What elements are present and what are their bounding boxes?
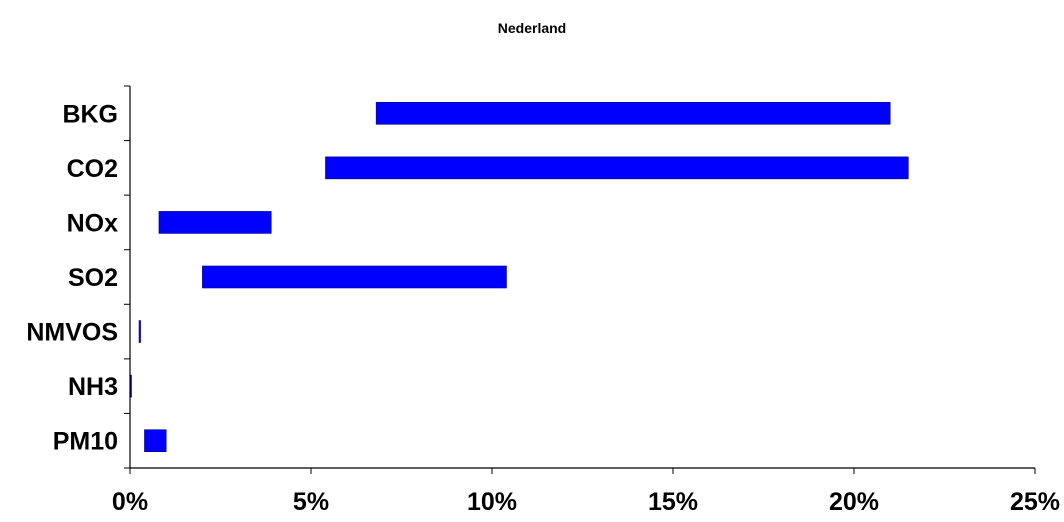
x-tick-label: 20%: [829, 488, 879, 516]
x-tick-label: 5%: [293, 488, 329, 516]
bar-pm10: [144, 429, 167, 453]
labels-layer: BKG CO2 NOx SO2 NMVOS NH3 PM10 0% 5% 10% 15% 20% 25%: [26, 100, 1060, 516]
category-label-nox: NOx: [67, 209, 119, 237]
x-tick-label: 25%: [1010, 488, 1060, 516]
bar-bkg: [375, 101, 891, 125]
bars-layer: [129, 101, 909, 453]
axes-layer: [124, 85, 1036, 474]
bar-nmvos: [138, 320, 141, 343]
category-label-co2: CO2: [67, 155, 118, 183]
category-label-nh3: NH3: [68, 373, 118, 401]
x-tick-label: 15%: [648, 488, 698, 516]
bar-nox: [158, 211, 272, 234]
category-label-so2: SO2: [68, 264, 118, 292]
x-tick-label: 0%: [112, 488, 148, 516]
bar-co2: [325, 156, 909, 180]
category-label-nmvos: NMVOS: [26, 319, 118, 347]
category-label-pm10: PM10: [53, 428, 118, 456]
bar-so2: [202, 265, 507, 289]
x-tick-label: 10%: [467, 488, 517, 516]
chart-title: Nederland: [498, 20, 566, 36]
category-label-bkg: BKG: [62, 100, 118, 128]
